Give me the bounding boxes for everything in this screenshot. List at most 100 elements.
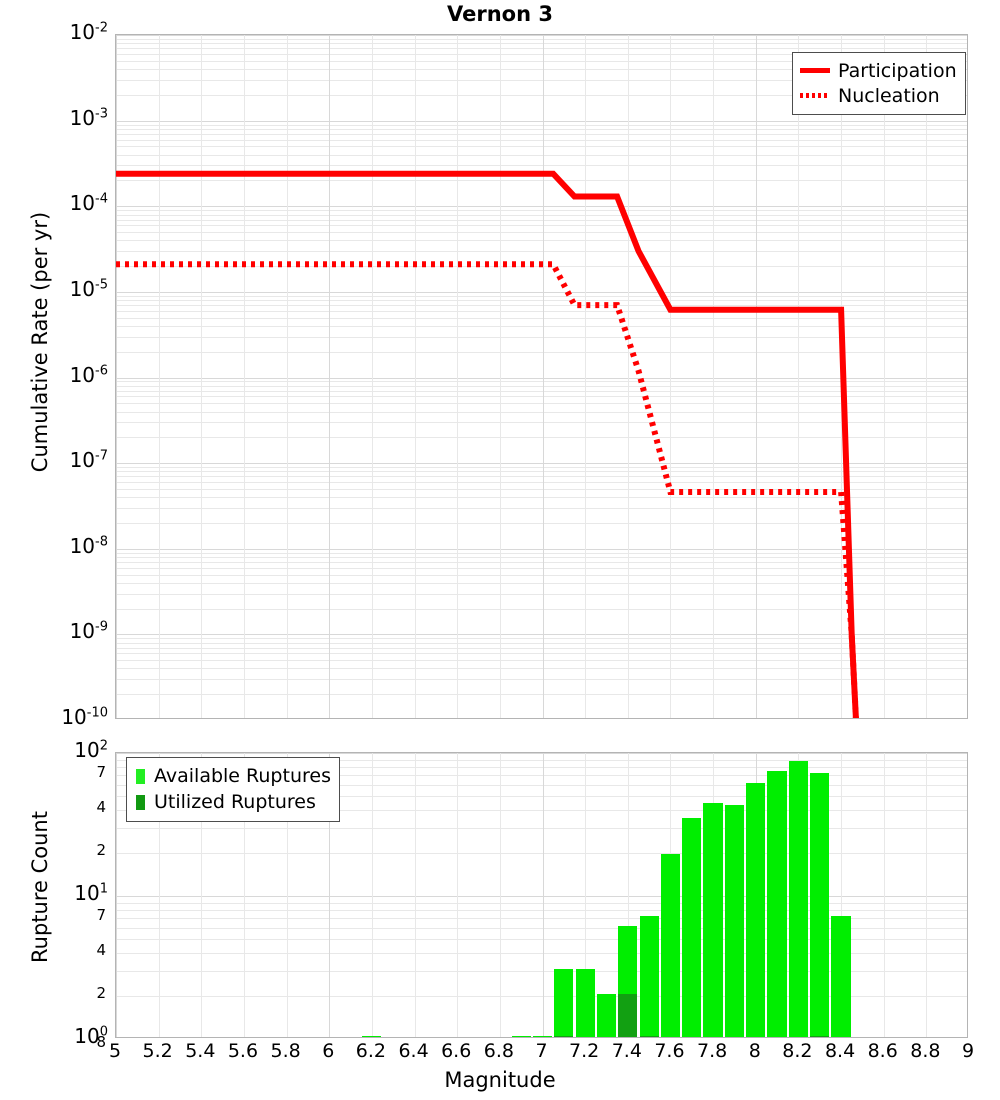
gridline-horizontal [116, 489, 967, 490]
gridline-horizontal [116, 412, 967, 413]
gridline-horizontal [116, 35, 967, 36]
gridline-horizontal [116, 648, 967, 649]
gridline-vertical [457, 35, 458, 718]
x-tick-label: 5.2 [142, 1040, 173, 1062]
gridline-horizontal [116, 292, 967, 293]
y-tick-label: 10-4 [69, 191, 108, 216]
gridline-horizontal [116, 467, 967, 468]
bar-utilized [639, 1036, 659, 1037]
gridline-horizontal [116, 422, 967, 423]
gridline-horizontal [116, 48, 967, 49]
gridline-horizontal [116, 61, 967, 62]
x-tick-label: 5.6 [227, 1040, 259, 1062]
bar-available [788, 761, 808, 1037]
gridline-horizontal [116, 549, 967, 550]
gridline-horizontal [116, 853, 967, 854]
x-tick-label: 8.2 [782, 1040, 813, 1062]
gridline-horizontal [116, 810, 967, 811]
top-plot-legend: Participation Nucleation [792, 52, 966, 115]
gridline-horizontal [116, 828, 967, 829]
gridline-horizontal [116, 206, 967, 207]
gridline-horizontal [116, 403, 967, 404]
legend-item-available[interactable]: Available Ruptures [134, 763, 331, 789]
gridline-horizontal [116, 125, 967, 126]
gridline-horizontal [116, 391, 967, 392]
y-tick-label: 102 [74, 738, 108, 762]
gridline-vertical [585, 35, 586, 718]
gridline-horizontal [116, 653, 967, 654]
gridline-vertical [926, 35, 927, 718]
bar-utilized [554, 1036, 574, 1037]
bar-available [362, 1036, 382, 1037]
gridline-vertical [798, 35, 799, 718]
gridline-vertical [372, 753, 373, 1037]
gridline-horizontal [116, 463, 967, 464]
gridline-vertical [244, 753, 245, 1037]
gridline-vertical [543, 753, 544, 1037]
y-tick-label: 100 [74, 1024, 108, 1048]
y-tick-label: 10-6 [69, 362, 108, 387]
x-tick-label: 8.4 [824, 1040, 856, 1062]
gridline-horizontal [116, 134, 967, 135]
gridline-horizontal [116, 971, 967, 972]
legend-label-available: Available Ruptures [154, 765, 331, 787]
gridline-vertical [543, 35, 544, 718]
legend-item-utilized[interactable]: Utilized Ruptures [134, 789, 331, 815]
x-tick-label: 9 [961, 1040, 975, 1062]
gridline-horizontal [116, 251, 967, 252]
gridline-vertical [926, 753, 927, 1037]
nucleation-curve [116, 261, 859, 718]
y-tick-label-minor: 7 [96, 763, 106, 782]
page-title: Vernon 3 [447, 2, 553, 26]
x-tick-label: 6 [322, 1040, 335, 1062]
x-tick-label: 7.2 [569, 1040, 600, 1062]
gridline-horizontal [116, 694, 967, 695]
gridline-horizontal [116, 668, 967, 669]
gridline-horizontal [116, 497, 967, 498]
y-tick-label: 10-9 [69, 619, 108, 644]
gridline-horizontal [116, 80, 967, 81]
gridline-vertical [628, 753, 629, 1037]
y-tick-label-minor: 4 [96, 797, 106, 816]
gridline-horizontal [116, 562, 967, 563]
x-tick-label: 8 [748, 1040, 761, 1062]
gridline-horizontal [116, 210, 967, 211]
gridline-vertical [628, 35, 629, 718]
gridline-horizontal [116, 215, 967, 216]
x-tick-label: 5.4 [185, 1040, 216, 1062]
bar-available [724, 804, 745, 1037]
gridline-vertical [756, 35, 757, 718]
bar-available [810, 773, 830, 1037]
gridline-vertical [287, 753, 288, 1037]
legend-item-participation[interactable]: Participation [800, 58, 957, 83]
gridline-horizontal [116, 296, 967, 297]
gridline-vertical [201, 35, 202, 718]
bar-available [703, 803, 723, 1037]
y-tick-label: 10-2 [69, 20, 108, 44]
available-swatch-icon [134, 766, 150, 786]
gridline-horizontal [116, 903, 967, 904]
utilized-swatch-icon [134, 792, 150, 812]
solid-line-icon [800, 61, 834, 81]
bar-available [532, 1036, 553, 1037]
y-tick-label-minor: 7 [96, 906, 106, 925]
gridline-horizontal [116, 381, 967, 382]
x-tick-label: 7.8 [696, 1040, 728, 1062]
gridline-horizontal [116, 300, 967, 301]
bar-available [554, 968, 574, 1037]
x-tick-label: 7.4 [611, 1040, 642, 1062]
x-tick-label: 5 [108, 1040, 122, 1062]
bar-available [746, 782, 766, 1037]
gridline-horizontal [116, 311, 967, 312]
gridline-horizontal [116, 305, 967, 306]
gridline-horizontal [116, 146, 967, 147]
y-tick-label-minor: 4 [96, 940, 106, 959]
legend-label-nucleation: Nucleation [838, 84, 940, 107]
gridline-vertical [372, 35, 373, 718]
gridline-horizontal [116, 910, 967, 911]
gridline-vertical [670, 35, 671, 718]
legend-item-nucleation[interactable]: Nucleation [800, 83, 957, 108]
x-tick-label: 7 [535, 1040, 548, 1062]
y-tick-label-minor: 8 [96, 1033, 106, 1051]
gridline-horizontal [116, 785, 967, 786]
